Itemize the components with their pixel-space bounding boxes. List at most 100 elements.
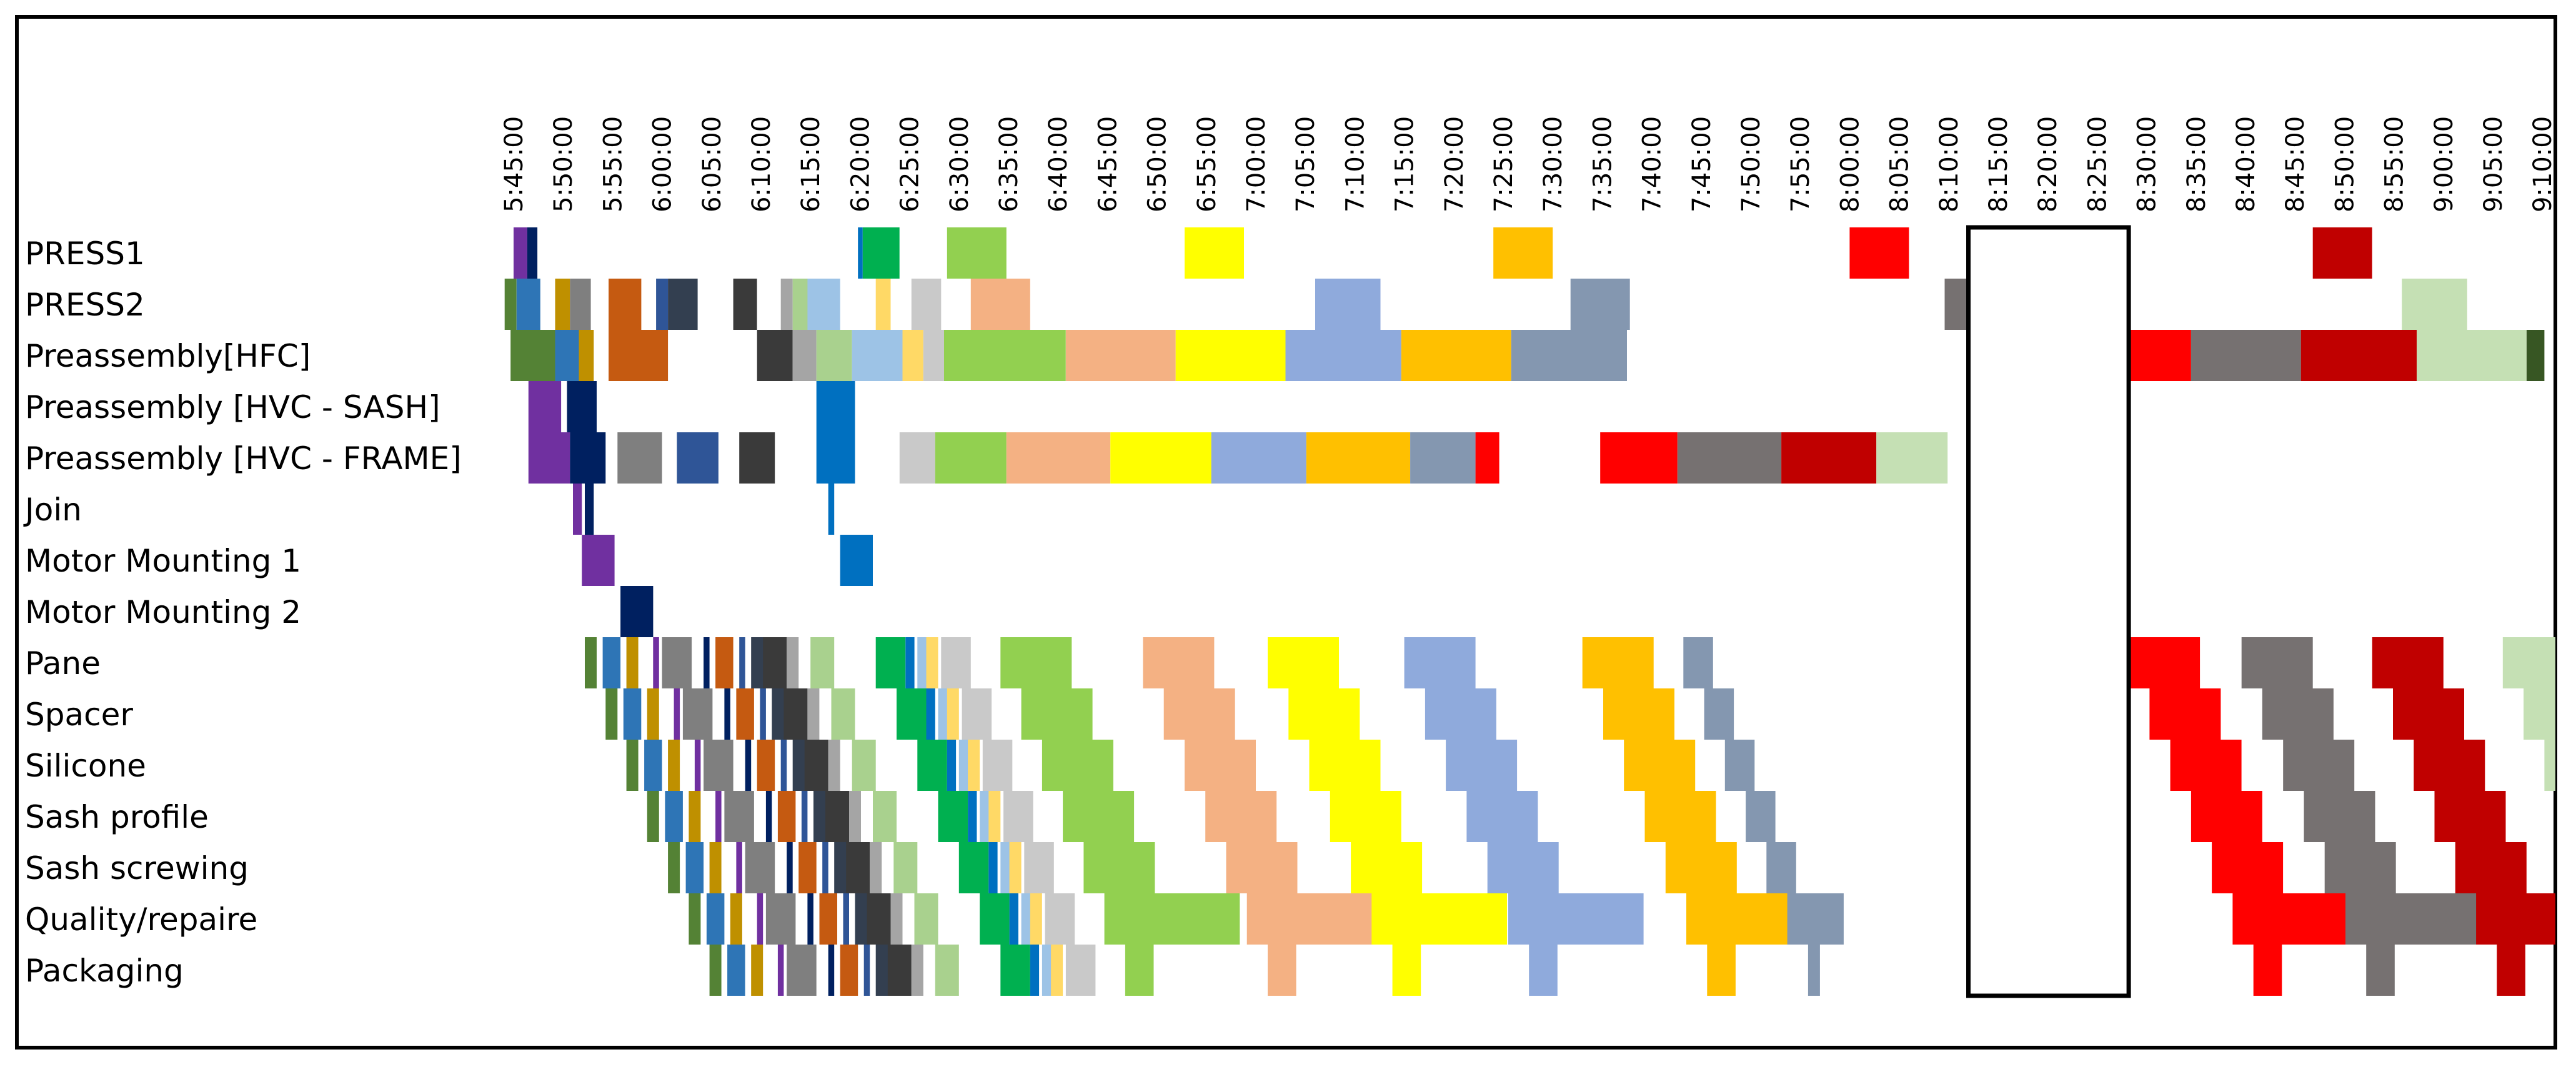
task-bar <box>1582 637 1654 688</box>
task-bar <box>745 740 752 791</box>
time-tick-label: 6:35:00 <box>995 116 1023 212</box>
time-tick-label: 6:10:00 <box>747 116 776 212</box>
task-bar <box>893 842 918 893</box>
task-bar <box>617 432 662 484</box>
time-tick-label: 6:00:00 <box>649 116 677 212</box>
task-bar <box>938 688 950 740</box>
task-bar <box>982 740 1013 791</box>
task-bar <box>620 586 654 637</box>
task-bar <box>765 791 772 842</box>
task-bar <box>911 945 923 996</box>
row-label: PRESS1 <box>25 236 145 272</box>
row-label: Silicone <box>25 748 146 784</box>
time-tick-label: 8:25:00 <box>2083 116 2112 212</box>
task-bar <box>555 279 570 330</box>
row-label: Motor Mounting 1 <box>25 543 301 579</box>
task-bar <box>1781 432 1877 484</box>
task-bar <box>828 945 835 996</box>
task-bar <box>902 330 923 381</box>
task-bar <box>704 637 710 688</box>
task-bar <box>570 279 591 330</box>
time-tick-label: 6:25:00 <box>896 116 925 212</box>
task-bar <box>1724 740 1755 791</box>
time-tick-label: 6:05:00 <box>698 116 727 212</box>
task-bar <box>849 791 861 842</box>
task-bar <box>810 637 835 688</box>
row-label: Motor Mounting 2 <box>25 594 301 630</box>
task-bar <box>840 535 873 586</box>
task-bar <box>579 330 594 381</box>
task-bar <box>947 227 1007 279</box>
task-bar <box>765 893 796 945</box>
task-bar <box>2417 330 2527 381</box>
time-tick-label: 8:30:00 <box>2133 116 2162 212</box>
task-bar <box>1401 330 1511 381</box>
task-bar <box>1110 432 1211 484</box>
task-bar <box>1876 432 1948 484</box>
task-bar <box>685 842 704 893</box>
task-bar <box>923 330 945 381</box>
task-bar <box>873 791 897 842</box>
task-bar <box>840 945 858 996</box>
task-bar <box>801 791 808 842</box>
chart-frame <box>15 15 2557 1050</box>
task-bar <box>1285 330 1401 381</box>
task-bar <box>917 740 947 791</box>
task-bar <box>623 688 642 740</box>
task-bar <box>739 432 775 484</box>
task-bar <box>1042 740 1113 791</box>
task-bar <box>626 637 639 688</box>
task-bar <box>2455 842 2527 893</box>
task-bar <box>792 330 817 381</box>
task-bar <box>777 945 784 996</box>
task-bar <box>2502 637 2555 688</box>
task-bar <box>958 842 989 893</box>
task-bar <box>852 330 903 381</box>
task-bar <box>1508 893 1644 945</box>
task-bar <box>1475 432 1499 484</box>
time-tick-label: 6:20:00 <box>846 116 875 212</box>
row-label: Spacer <box>25 697 133 733</box>
task-bar <box>822 842 828 893</box>
task-bar <box>1487 842 1559 893</box>
time-tick-label: 7:05:00 <box>1291 116 1320 212</box>
task-bar <box>1787 893 1844 945</box>
task-bar <box>1288 688 1360 740</box>
task-bar <box>2324 842 2396 893</box>
task-bar <box>555 330 579 381</box>
task-bar <box>897 688 927 740</box>
task-bar <box>2149 688 2221 740</box>
task-bar <box>1766 842 1796 893</box>
row-label: Sash profile <box>25 799 209 835</box>
task-bar <box>777 791 796 842</box>
task-bar <box>1125 945 1154 996</box>
task-bar <box>843 893 849 945</box>
task-bar <box>653 637 659 688</box>
task-bar <box>573 484 582 535</box>
time-tick-label: 7:30:00 <box>1539 116 1568 212</box>
task-bar <box>706 893 725 945</box>
task-bar <box>816 432 855 484</box>
time-tick-label: 5:50:00 <box>549 116 578 212</box>
task-bar <box>682 688 713 740</box>
task-bar <box>1163 688 1235 740</box>
task-bar <box>958 740 971 791</box>
task-bar <box>1746 791 1776 842</box>
task-bar <box>1392 945 1421 996</box>
task-bar <box>988 842 998 893</box>
task-bar <box>846 842 870 893</box>
task-bar <box>1446 740 1518 791</box>
time-tick-label: 6:55:00 <box>1193 116 1221 212</box>
task-bar <box>947 740 957 791</box>
task-bar <box>760 688 766 740</box>
task-bar <box>2402 279 2467 330</box>
row-label: Quality/repaire <box>25 901 257 938</box>
task-bar <box>2191 791 2262 842</box>
task-bar <box>2232 893 2369 945</box>
task-bar <box>665 791 683 842</box>
task-bar <box>962 688 992 740</box>
task-bar <box>2345 893 2481 945</box>
time-tick-label: 6:15:00 <box>797 116 825 212</box>
row-label: Packaging <box>25 953 184 989</box>
